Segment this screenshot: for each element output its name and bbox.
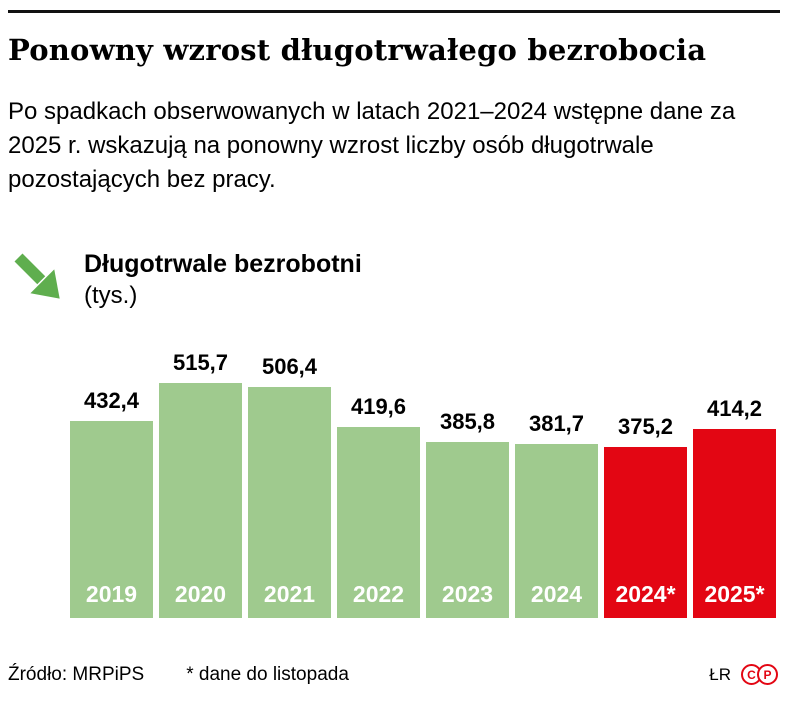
bar: 2021: [248, 386, 331, 618]
bar-value-label: 381,7: [528, 410, 585, 436]
bar-value-label: 515,7: [172, 349, 229, 375]
author-initials: ŁR: [709, 664, 731, 684]
infographic-page: Ponowny wzrost długotrwałego bezrobocia …: [8, 10, 780, 686]
bar: 2020: [159, 382, 242, 618]
page-title: Ponowny wzrost długotrwałego bezrobocia: [8, 33, 707, 67]
footnote-label: * dane do listopada: [186, 663, 349, 685]
bar-column-2022: 419,6 2022: [337, 394, 420, 618]
copyright-logo: C P: [741, 664, 778, 686]
bar: 2024: [515, 443, 598, 618]
bar-chart: 432,4 2019 515,7 2020 506,4 2021 419,6 2022 385,…: [70, 350, 776, 618]
bar-value-label: 419,6: [350, 393, 407, 419]
chart-unit: (tys.): [84, 282, 138, 310]
bar-year-label: 2024*: [615, 580, 676, 607]
legend-text: Długotrwale bezrobotni (tys.): [84, 249, 362, 311]
bar-value-label: 375,2: [617, 413, 674, 439]
bar: 2019: [70, 420, 153, 618]
bar-value-label: 385,8: [439, 408, 496, 434]
bar: 2025*: [693, 428, 776, 618]
chart-legend: Długotrwale bezrobotni (tys.): [10, 249, 780, 311]
bar: 2023: [426, 441, 509, 618]
bar-year-label: 2022: [352, 580, 405, 607]
source-label: Źródło: MRPiPS: [8, 663, 145, 685]
arrow-down-right-icon: [10, 251, 66, 303]
bar-column-2024: 381,7 2024: [515, 411, 598, 618]
bar-year-label: 2025*: [704, 580, 765, 607]
logo-letter-p: P: [757, 664, 778, 686]
bar-year-label: 2020: [174, 580, 227, 607]
bar-column-2021: 506,4 2021: [248, 354, 331, 618]
bar-year-label: 2021: [263, 580, 316, 607]
bar-column-2019: 432,4 2019: [70, 388, 153, 618]
footer: Źródło: MRPiPS * dane do listopada ŁR C …: [8, 664, 780, 686]
bar-year-label: 2024: [530, 580, 583, 607]
bar-value-label: 414,2: [706, 395, 763, 421]
bar-column-2024-prelim: 375,2 2024*: [604, 414, 687, 618]
bar: 2024*: [604, 446, 687, 618]
bar-value-label: 506,4: [261, 353, 318, 379]
chart-title: Długotrwale bezrobotni: [84, 250, 362, 279]
bar-column-2020: 515,7 2020: [159, 350, 242, 618]
bar-year-label: 2023: [441, 580, 494, 607]
bar-value-label: 432,4: [83, 387, 140, 413]
bar: 2022: [337, 426, 420, 618]
bar-year-label: 2019: [85, 580, 138, 607]
bar-column-2025-prelim: 414,2 2025*: [693, 396, 776, 618]
intro-paragraph: Po spadkach obserwowanych w latach 2021–…: [8, 98, 736, 194]
top-divider: [8, 10, 780, 13]
bar-column-2023: 385,8 2023: [426, 409, 509, 618]
